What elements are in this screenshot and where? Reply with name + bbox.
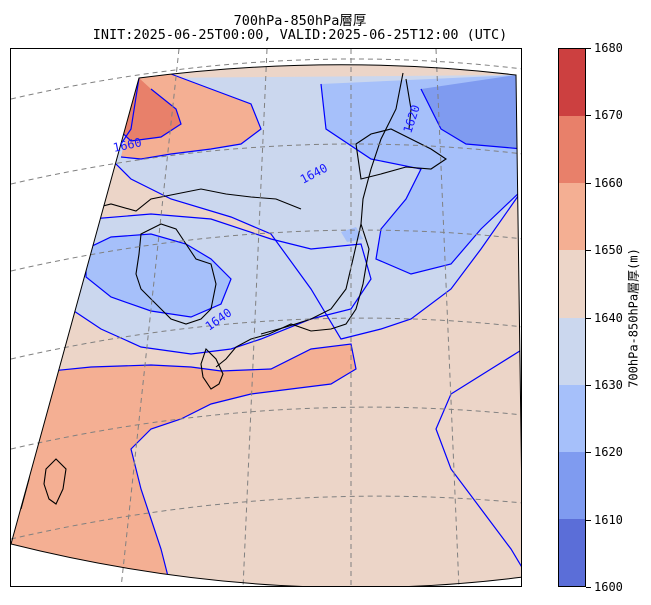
graticule-lat-6 xyxy=(11,495,521,540)
map-canvas: 1660 1640 1620 1640 xyxy=(11,49,521,586)
coast-japan-honshu xyxy=(215,72,404,368)
colorbar-segment xyxy=(559,183,585,251)
band-1650-south xyxy=(11,344,356,586)
colorbar-tick xyxy=(586,115,591,116)
colorbar-label: 1660 xyxy=(594,176,623,190)
contour-label-1660: 1660 xyxy=(112,135,143,155)
contour-1660-nw xyxy=(115,88,182,142)
contour-1620-ne xyxy=(420,88,521,150)
graticule-lat-3 xyxy=(11,229,521,272)
coast-taiwan xyxy=(43,458,67,505)
colorbar-segment xyxy=(559,317,585,385)
colorbar-segment xyxy=(559,49,585,117)
contour-1650-south xyxy=(11,343,357,586)
coast-sakhalin xyxy=(405,78,412,130)
colorbar-label: 1610 xyxy=(594,513,623,527)
coast-kyushu xyxy=(200,347,224,390)
colorbar-tick xyxy=(586,183,591,184)
map-title: 700hPa-850hPa層厚 xyxy=(233,13,367,29)
colorbar-label: 1600 xyxy=(594,580,623,594)
band-1620-korea xyxy=(86,234,231,317)
graticule-lat-5 xyxy=(11,406,521,450)
colorbar-tick xyxy=(586,318,591,319)
contour-1650-nw xyxy=(120,73,262,160)
graticule-lat-2 xyxy=(11,143,521,185)
colorbar-label: 1670 xyxy=(594,108,623,122)
graticule-lat-1 xyxy=(11,58,521,100)
colorbar xyxy=(558,48,586,587)
colorbar-label: 1620 xyxy=(594,445,623,459)
colorbar-tick xyxy=(586,587,591,588)
colorbar-segment xyxy=(559,384,585,452)
colorbar-segment xyxy=(559,518,585,586)
colorbar-tick xyxy=(586,520,591,521)
graticule xyxy=(11,49,521,586)
coast-korea xyxy=(135,223,217,325)
domain-outline xyxy=(11,64,521,586)
coast-japan-pacific xyxy=(260,223,362,335)
contour-1650-east xyxy=(435,348,521,570)
colorbar-title: 700hPa-850hPa層厚(m) xyxy=(626,248,641,388)
colorbar-segment xyxy=(559,451,585,519)
colorbar-segment xyxy=(559,250,585,318)
colorbar-tick xyxy=(586,250,591,251)
band-1610-ne xyxy=(421,75,521,149)
colorbar-tick xyxy=(586,48,591,49)
coast-hokkaido xyxy=(355,128,447,180)
colorbar-segment xyxy=(559,116,585,184)
colorbar-label: 1680 xyxy=(594,41,623,55)
colorbar-tick xyxy=(586,452,591,453)
graticule-lon-1 xyxy=(120,49,180,586)
map-panel: 1660 1640 1620 1640 xyxy=(10,48,522,587)
graticule-lat-4 xyxy=(11,317,521,360)
colorbar-label: 1640 xyxy=(594,311,623,325)
colorbar-label: 1650 xyxy=(594,243,623,257)
contour-1630-korea xyxy=(85,233,232,318)
colorbar-tick xyxy=(586,385,591,386)
map-subtitle: INIT:2025-06-25T00:00, VALID:2025-06-25T… xyxy=(92,27,508,43)
colorbar-label: 1630 xyxy=(594,378,623,392)
contour-1630-east xyxy=(320,83,521,275)
